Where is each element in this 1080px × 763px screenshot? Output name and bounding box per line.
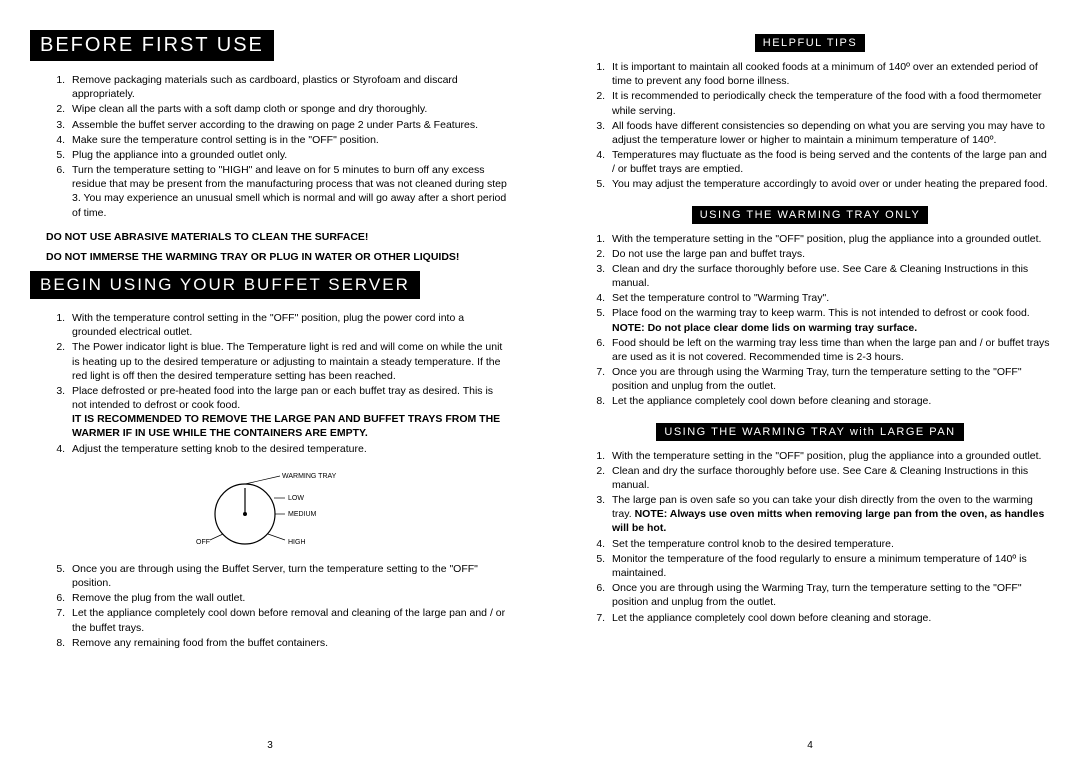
begin-using-list: With the temperature control setting in … [30,311,510,456]
page-right: HELPFUL TIPS It is important to maintain… [540,0,1080,763]
list-item: Clean and dry the surface thoroughly bef… [608,464,1050,492]
list-item: Place food on the warming tray to keep w… [608,306,1050,334]
dial-label-warming: WARMING TRAY [282,473,337,480]
tray-only-heading-wrap: USING THE WARMING TRAY ONLY [570,202,1050,228]
list-item-text: Place food on the warming tray to keep w… [612,307,1030,319]
list-item: Wipe clean all the parts with a soft dam… [68,102,510,116]
list-item: Once you are through using the Warming T… [608,581,1050,609]
list-item: Monitor the temperature of the food regu… [608,552,1050,580]
large-pan-heading-wrap: USING THE WARMING TRAY with LARGE PAN [570,419,1050,445]
warning-immerse: DO NOT IMMERSE THE WARMING TRAY OR PLUG … [46,250,510,265]
dial-svg: WARMING TRAY LOW MEDIUM HIGH OFF [190,466,350,556]
list-item: Remove packaging materials such as cardb… [68,73,510,101]
tray-only-note: NOTE: Do not place clear dome lids on wa… [612,322,917,334]
list-item: Temperatures may fluctuate as the food i… [608,148,1050,176]
list-item: It is recommended to periodically check … [608,89,1050,117]
list-item: Remove any remaining food from the buffe… [68,636,510,650]
tray-only-list: With the temperature setting in the "OFF… [570,232,1050,409]
list-item: Once you are through using the Buffet Se… [68,562,510,590]
page-left: BEFORE FIRST USE Remove packaging materi… [0,0,540,763]
list-item: You may adjust the temperature according… [608,177,1050,191]
list-item: Do not use the large pan and buffet tray… [608,247,1050,261]
list-item: Let the appliance completely cool down b… [68,606,510,634]
heading-before-first-use: BEFORE FIRST USE [30,30,274,61]
begin-using-list-cont: Once you are through using the Buffet Se… [30,562,510,650]
list-item: With the temperature setting in the "OFF… [608,232,1050,246]
dial-label-low: LOW [288,495,304,502]
heading-large-pan: USING THE WARMING TRAY with LARGE PAN [656,423,963,441]
page-spread: BEFORE FIRST USE Remove packaging materi… [0,0,1080,763]
temperature-dial-diagram: WARMING TRAY LOW MEDIUM HIGH OFF [30,466,510,556]
list-item: The Power indicator light is blue. The T… [68,340,510,383]
list-item: Set the temperature control to "Warming … [608,291,1050,305]
list-item: Let the appliance completely cool down b… [608,611,1050,625]
list-item: All foods have different consistencies s… [608,119,1050,147]
list-item: Plug the appliance into a grounded outle… [68,148,510,162]
large-pan-list: With the temperature setting in the "OFF… [570,449,1050,625]
list-item: The large pan is oven safe so you can ta… [608,493,1050,536]
warning-abrasive: DO NOT USE ABRASIVE MATERIALS TO CLEAN T… [46,230,510,245]
dial-label-high: HIGH [288,539,306,546]
dial-label-medium: MEDIUM [288,511,317,518]
list-item: Adjust the temperature setting knob to t… [68,442,510,456]
list-item: It is important to maintain all cooked f… [608,60,1050,88]
list-item: Remove the plug from the wall outlet. [68,591,510,605]
list-item: Place defrosted or pre-heated food into … [68,384,510,441]
bold-recommendation: IT IS RECOMMENDED TO REMOVE THE LARGE PA… [72,413,500,439]
helpful-tips-list: It is important to maintain all cooked f… [570,60,1050,192]
list-item-text: Place defrosted or pre-heated food into … [72,385,493,411]
heading-tray-only: USING THE WARMING TRAY ONLY [692,206,929,224]
list-item: With the temperature setting in the "OFF… [608,449,1050,463]
dial-label-off: OFF [196,539,210,546]
page-number-left: 3 [267,740,273,751]
page-number-right: 4 [807,740,813,751]
list-item: Once you are through using the Warming T… [608,365,1050,393]
before-first-use-list: Remove packaging materials such as cardb… [30,73,510,220]
tips-heading-wrap: HELPFUL TIPS [570,30,1050,56]
list-item: Set the temperature control knob to the … [608,537,1050,551]
list-item: Make sure the temperature control settin… [68,133,510,147]
list-item: Turn the temperature setting to "HIGH" a… [68,163,510,220]
heading-begin-using: BEGIN USING YOUR BUFFET SERVER [30,271,420,299]
large-pan-item3-bold: NOTE: Always use oven mitts when removin… [612,508,1044,534]
list-item: Clean and dry the surface thoroughly bef… [608,262,1050,290]
heading-helpful-tips: HELPFUL TIPS [755,34,865,52]
list-item: Food should be left on the warming tray … [608,336,1050,364]
list-item: Let the appliance completely cool down b… [608,394,1050,408]
list-item: Assemble the buffet server according to … [68,118,510,132]
list-item: With the temperature control setting in … [68,311,510,339]
